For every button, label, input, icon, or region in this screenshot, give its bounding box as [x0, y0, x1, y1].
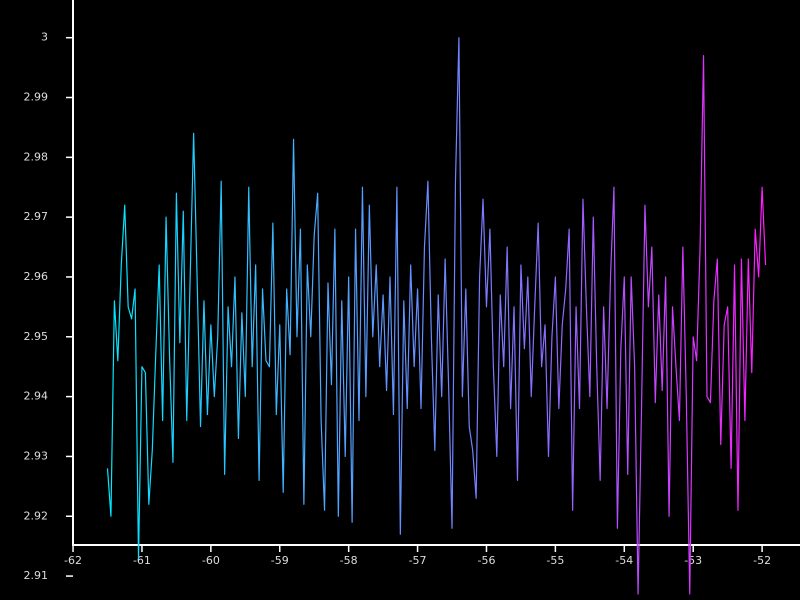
y-tick-label: 2.91: [24, 569, 49, 582]
x-tick-label: -53: [684, 554, 702, 567]
x-tick-label: -58: [340, 554, 358, 567]
x-tick-label: -55: [546, 554, 564, 567]
x-tick-label: -52: [753, 554, 771, 567]
y-tick-label: 2.95: [24, 330, 49, 343]
y-tick-label: 2.96: [24, 270, 49, 283]
y-tick-label: 2.93: [24, 449, 49, 462]
y-tick-label: 2.99: [24, 91, 49, 104]
y-tick-label: 3: [41, 31, 48, 44]
x-tick-label: -62: [64, 554, 82, 567]
x-tick-label: -56: [477, 554, 495, 567]
y-tick-label: 2.97: [24, 210, 49, 223]
x-tick-label: -61: [133, 554, 151, 567]
x-tick-label: -57: [409, 554, 427, 567]
x-tick-label: -60: [202, 554, 220, 567]
x-tick-label: -59: [271, 554, 289, 567]
y-tick-label: 2.98: [24, 150, 49, 163]
y-tick-label: 2.94: [24, 390, 49, 403]
y-tick-label: 2.92: [24, 509, 49, 522]
x-tick-label: -54: [615, 554, 633, 567]
data-line: [106, 37, 767, 595]
